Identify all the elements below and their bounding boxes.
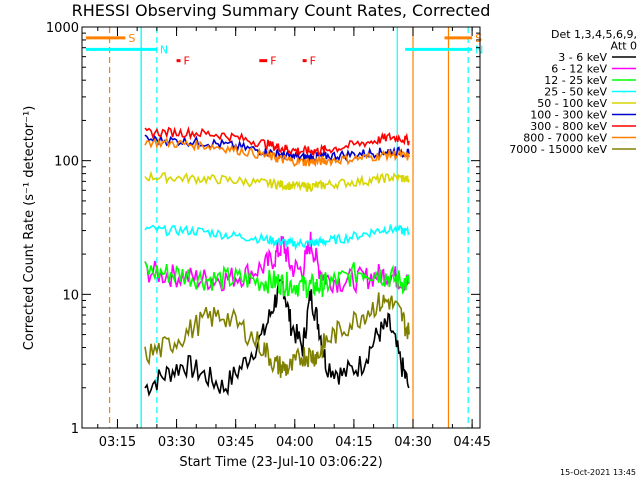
x-tick-label: 04:30 bbox=[394, 435, 431, 450]
y-tick-label: 1 bbox=[71, 422, 79, 437]
legend-header: Att 0 bbox=[611, 40, 637, 53]
annotation-label: N bbox=[160, 43, 168, 56]
annotation-label: S bbox=[475, 32, 482, 45]
series-line-7 bbox=[144, 137, 410, 168]
legend-entry-label: 800 - 7000 keV bbox=[523, 132, 607, 145]
x-axis: 03:15 03:30 03:45 04:00 04:15 04:30 04:45 bbox=[97, 27, 491, 450]
annotation-bars: S SN NF F F bbox=[85, 32, 483, 68]
annotation-label: F bbox=[184, 55, 190, 68]
legend-entry-label: 3 - 6 keV bbox=[558, 51, 607, 64]
legend-entry-label: 6 - 12 keV bbox=[551, 63, 607, 76]
series-line-0 bbox=[144, 279, 410, 397]
x-tick-label: 04:45 bbox=[453, 435, 490, 450]
legend-entry-label: 12 - 25 keV bbox=[544, 74, 607, 87]
series-line-3 bbox=[144, 224, 410, 251]
legend-entry-label: 100 - 300 keV bbox=[530, 109, 607, 122]
series-line-4 bbox=[144, 170, 410, 193]
x-tick-label: 04:00 bbox=[276, 435, 313, 450]
series-line-2 bbox=[144, 261, 410, 299]
series-layer bbox=[144, 125, 410, 397]
legend-entry-label: 50 - 100 keV bbox=[537, 97, 607, 110]
legend-entry-label: 25 - 50 keV bbox=[544, 86, 607, 99]
annotation-label: F bbox=[310, 55, 316, 68]
y-tick-label: 10 bbox=[62, 288, 79, 303]
legend-header: Det 1,3,4,5,6,9, bbox=[551, 28, 637, 41]
series-line-5 bbox=[144, 133, 410, 163]
chart-title: RHESSI Observing Summary Count Rates, Co… bbox=[72, 1, 491, 20]
footer-timestamp: 15-Oct-2021 13:45 bbox=[560, 468, 636, 477]
vertical-markers bbox=[108, 27, 469, 428]
series-line-6 bbox=[144, 125, 410, 157]
y-tick-label: 100 bbox=[54, 155, 79, 170]
y-axis: 1 10 100 1000 bbox=[46, 21, 480, 437]
x-tick-label: 03:45 bbox=[217, 435, 254, 450]
legend-entry-label: 7000 - 15000 keV bbox=[509, 143, 607, 156]
annotation-label: S bbox=[128, 32, 135, 45]
annotation-label: N bbox=[475, 43, 483, 56]
annotation-label: F bbox=[270, 55, 276, 68]
x-axis-label: Start Time (23-Jul-10 03:06:22) bbox=[179, 455, 382, 470]
y-tick-label: 1000 bbox=[46, 21, 79, 36]
legend-entry-label: 300 - 800 keV bbox=[530, 120, 607, 133]
plot-frame bbox=[81, 26, 481, 429]
x-tick-label: 03:30 bbox=[158, 435, 195, 450]
x-tick-label: 03:15 bbox=[99, 435, 136, 450]
series-line-8 bbox=[144, 292, 410, 378]
y-axis-label: Corrected Count Rate (s⁻¹ detector⁻¹) bbox=[22, 106, 37, 351]
x-tick-label: 04:15 bbox=[335, 435, 372, 450]
